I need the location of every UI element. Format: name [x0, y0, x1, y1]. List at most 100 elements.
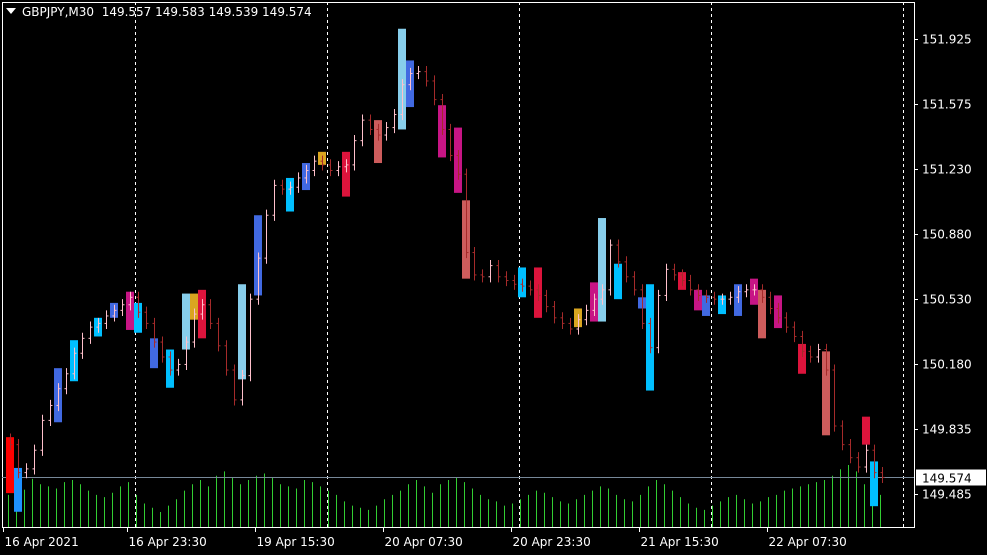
ohlc-bar [528, 280, 533, 296]
signal-box [238, 284, 246, 380]
ohlc-bar [880, 467, 885, 484]
ohlc-bar [560, 312, 565, 330]
ohlc-bar [608, 239, 613, 296]
x-tick-label: 16 Apr 23:30 [129, 535, 207, 549]
ohlc-bar [48, 399, 53, 426]
dropdown-triangle-icon[interactable] [6, 8, 16, 14]
ohlc-bar [536, 284, 541, 302]
x-tick-label: 20 Apr 07:30 [385, 535, 463, 549]
ohlc-bar [240, 370, 245, 406]
signal-box [190, 293, 198, 320]
signal-box [870, 461, 878, 507]
ohlc-bar [744, 284, 749, 298]
chart-header: GBPJPY,M30 149.557 149.583 149.539 149.5… [6, 5, 312, 19]
ohlc-bar [816, 343, 821, 363]
x-tick-label: 20 Apr 23:30 [513, 535, 591, 549]
ohlc-bar [592, 293, 597, 316]
ohlc-bar [792, 321, 797, 343]
ohlc-bar [408, 67, 413, 91]
ohlc-bar [400, 79, 405, 121]
ohlc-bar [712, 291, 717, 305]
ohlc-bar [696, 284, 701, 302]
ohlc-bar [264, 209, 269, 264]
ohlc-bar [840, 420, 845, 451]
ohlc-bar [24, 463, 29, 479]
close-value: 149.574 [262, 5, 312, 19]
ohlc-bar [120, 299, 125, 316]
ohlc-bar [672, 263, 677, 281]
ohlc-bar [32, 444, 37, 475]
ohlc-bar [656, 289, 661, 354]
y-tick-label: 151.925 [922, 33, 972, 47]
ohlc-bar [232, 364, 237, 406]
ohlc-bar [288, 181, 293, 195]
ohlc-bar [136, 291, 141, 318]
low-value: 149.539 [208, 5, 259, 19]
ohlc-bar [56, 383, 61, 412]
ohlc-bar [864, 444, 869, 473]
ohlc-bar [464, 168, 469, 259]
ohlc-bar [64, 368, 69, 395]
ohlc-bar [624, 256, 629, 283]
ohlc-bar [768, 291, 773, 315]
signal-box [798, 343, 806, 374]
y-tick-label: 149.835 [922, 423, 972, 437]
ohlc-bar [568, 317, 573, 335]
symbol-label: GBPJPY,M30 [22, 5, 95, 19]
y-tick-label: 149.485 [922, 488, 972, 502]
ohlc-bar [336, 161, 341, 177]
ohlc-bar [168, 351, 173, 376]
ohlc-bar [520, 278, 525, 292]
signal-box [374, 120, 382, 164]
ohlc-bar [576, 314, 581, 335]
ohlc-bar [104, 310, 109, 330]
ohlc-bar [736, 286, 741, 303]
ohlc-bar [640, 284, 645, 330]
ohlc-bar [776, 302, 781, 324]
ohlc-bar [808, 345, 813, 363]
y-tick-label: 150.180 [922, 358, 972, 372]
ohlc-bar [784, 312, 789, 333]
y-tick-label: 150.530 [922, 293, 972, 307]
ohlc-bar [8, 433, 13, 451]
ohlc-bar [72, 347, 77, 380]
signal-box [702, 295, 710, 316]
ohlc-bar [728, 291, 733, 305]
ohlc-bar [856, 452, 861, 473]
ohlc-bar [872, 444, 877, 479]
ohlc-bar [40, 414, 45, 456]
ohlc-bar [472, 246, 477, 281]
signal-box [758, 289, 766, 339]
ohlc-bar [208, 299, 213, 330]
ohlc-bar [456, 149, 461, 180]
ohlc-bar [352, 135, 357, 171]
y-tick-label: 150.880 [922, 228, 972, 242]
ohlc-bar [440, 94, 445, 136]
ohlc-bar [344, 159, 349, 173]
ohlc-bar [96, 317, 101, 333]
ohlc-bar [512, 274, 517, 290]
x-tick-label: 22 Apr 07:30 [769, 535, 847, 549]
ohlc-bar [544, 289, 549, 313]
ohlc-bar [664, 263, 669, 302]
signal-box [126, 291, 134, 330]
signal-box [150, 338, 158, 369]
ohlc-bar [320, 155, 325, 171]
signal-box [822, 351, 830, 436]
ohlc-bar [416, 66, 421, 80]
signal-box [6, 437, 14, 494]
ohlc-bar [688, 274, 693, 296]
ohlc-bar [152, 317, 157, 348]
ohlc-bar [328, 159, 333, 177]
ohlc-bar [176, 358, 181, 376]
ohlc-bar [480, 269, 485, 283]
ohlc-bar [424, 66, 429, 87]
ohlc-bar [112, 304, 117, 322]
ohlc-bar [376, 123, 381, 141]
y-tick-label: 151.230 [922, 163, 972, 177]
ohlc-bar [160, 336, 165, 363]
signal-box [342, 151, 350, 197]
ohlc-bar [144, 306, 149, 330]
y-tick-label: 151.575 [922, 98, 972, 112]
